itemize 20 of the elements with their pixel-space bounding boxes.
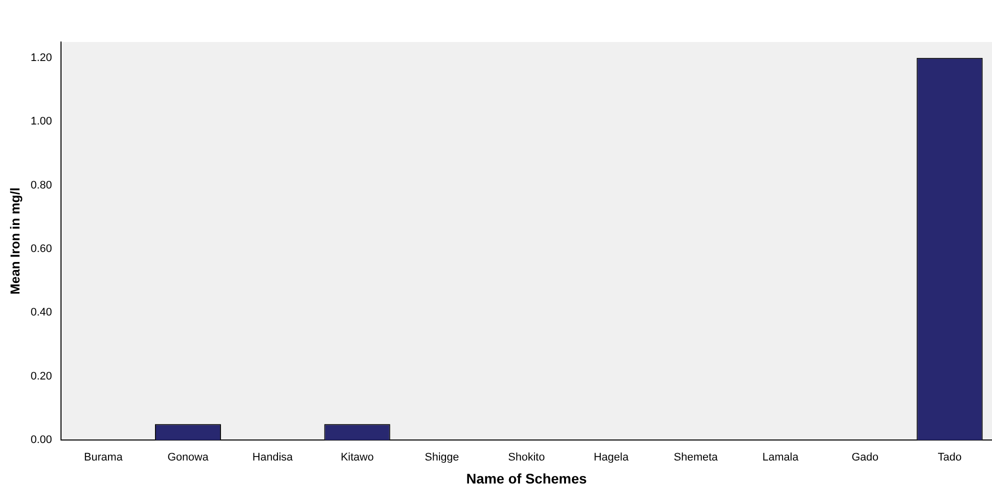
y-tick-label: 0.80 [30,179,52,192]
y-axis-title: Mean Iron in mg/l [7,188,22,294]
x-tick-label: Burama [84,452,124,464]
y-tick-label: 1.20 [30,52,52,64]
y-tick-label: 0.20 [30,370,52,382]
x-tick-label: Shokito [508,452,545,464]
x-tick-label: Hagela [594,452,630,464]
x-tick-label: Gonowa [167,452,210,464]
x-tick-label: Tado [938,452,962,464]
x-tick-label: Gado [852,452,879,464]
x-tick-label: Shemeta [674,452,719,464]
x-tick-label: Handisa [252,452,294,464]
y-tick-label: 0.00 [30,434,52,446]
x-axis-title: Name of Schemes [466,470,588,486]
x-tick-label: Kitawo [340,452,374,464]
y-tick-label: 0.60 [30,242,52,255]
y-tick-label: 0.40 [30,306,52,319]
x-tick-label: Lamala [762,452,800,464]
x-tick-label: Shigge [424,452,459,464]
y-tick-label: 1.00 [30,116,52,128]
